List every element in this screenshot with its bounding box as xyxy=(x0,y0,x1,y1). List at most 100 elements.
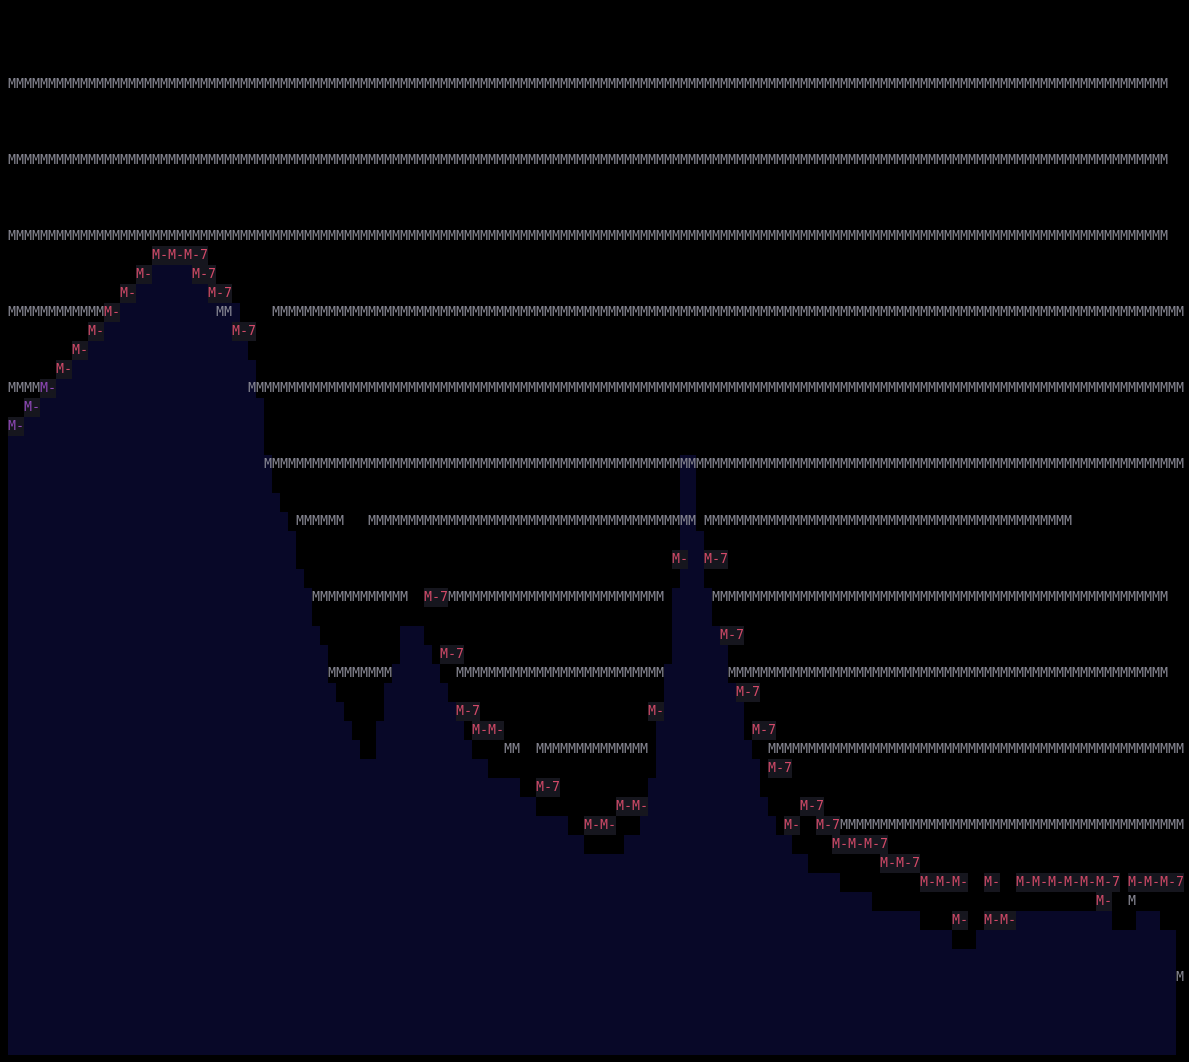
fill-column xyxy=(424,645,432,1055)
glyph-cell: M xyxy=(944,153,952,168)
glyph-cell: M xyxy=(736,514,744,529)
glyph-cell: M xyxy=(456,229,464,244)
glyph-cell: M xyxy=(872,742,880,757)
glyph-cell: M xyxy=(384,457,392,472)
glyph-cell: M xyxy=(368,514,376,529)
glyph-cell: M xyxy=(1096,153,1104,168)
glyph-cell: M xyxy=(144,229,152,244)
glyph-cell: M xyxy=(632,666,640,681)
glyph-cell: M xyxy=(800,381,808,396)
glyph-cell: M xyxy=(264,381,272,396)
glyph-cell: M xyxy=(568,742,576,757)
fill-column xyxy=(688,455,696,1055)
glyph-cell: 7 xyxy=(1176,873,1184,892)
glyph-cell: M xyxy=(832,229,840,244)
glyph-cell: M xyxy=(944,305,952,320)
glyph-cell: M xyxy=(872,666,880,681)
glyph-cell: M xyxy=(984,514,992,529)
fill-column xyxy=(464,740,472,1055)
glyph-cell: M xyxy=(640,77,648,92)
glyph-cell: M xyxy=(504,305,512,320)
glyph-cell: M xyxy=(48,229,56,244)
glyph-cell: M xyxy=(536,229,544,244)
fill-column xyxy=(40,398,48,1055)
glyph-cell: M xyxy=(1136,229,1144,244)
glyph-cell: M xyxy=(880,742,888,757)
glyph-cell: M xyxy=(552,514,560,529)
fill-column xyxy=(536,816,544,1055)
glyph-cell: M xyxy=(664,514,672,529)
glyph-cell: M xyxy=(528,153,536,168)
fill-column xyxy=(664,664,672,1055)
glyph-cell: M xyxy=(8,381,16,396)
glyph-cell: M xyxy=(1064,457,1072,472)
glyph-cell: M xyxy=(304,229,312,244)
glyph-cell: M xyxy=(936,77,944,92)
glyph-cell: M xyxy=(672,77,680,92)
glyph-cell: M xyxy=(264,153,272,168)
glyph-cell: M xyxy=(96,229,104,244)
fill-column xyxy=(584,854,592,1055)
glyph-cell: M xyxy=(376,590,384,605)
fill-column xyxy=(384,683,392,1055)
glyph-cell: M xyxy=(640,305,648,320)
glyph-cell: M xyxy=(960,229,968,244)
glyph-cell: - xyxy=(48,379,56,398)
glyph-cell: M xyxy=(1040,742,1048,757)
glyph-cell: M xyxy=(616,797,624,816)
glyph-cell: M xyxy=(264,457,272,472)
glyph-cell: M xyxy=(1128,590,1136,605)
glyph-cell: M xyxy=(1024,666,1032,681)
glyph-cell: M xyxy=(848,818,856,833)
glyph-cell: M xyxy=(1000,742,1008,757)
glyph-cell: M xyxy=(856,229,864,244)
glyph-cell: M xyxy=(456,666,464,681)
glyph-cell: M xyxy=(984,818,992,833)
glyph-cell: M xyxy=(552,381,560,396)
glyph-cell: M xyxy=(888,77,896,92)
glyph-cell: - xyxy=(192,246,200,265)
glyph-cell: M xyxy=(760,77,768,92)
glyph-cell: M xyxy=(792,457,800,472)
glyph-cell: M xyxy=(1008,77,1016,92)
glyph-cell: M xyxy=(904,742,912,757)
glyph-cell: M xyxy=(560,514,568,529)
glyph-cell: M xyxy=(432,381,440,396)
glyph-cell: M xyxy=(544,666,552,681)
glyph-cell: M xyxy=(712,229,720,244)
glyph-cell: M xyxy=(600,457,608,472)
glyph-cell: - xyxy=(1024,873,1032,892)
glyph-cell: M xyxy=(1136,305,1144,320)
glyph-cell: M xyxy=(408,77,416,92)
glyph-cell: M xyxy=(1016,818,1024,833)
glyph-cell: M xyxy=(1112,590,1120,605)
glyph-cell: M xyxy=(896,854,904,873)
glyph-cell: M xyxy=(1088,305,1096,320)
glyph-cell: M xyxy=(528,229,536,244)
glyph-cell: M xyxy=(152,246,160,265)
glyph-cell: M xyxy=(600,666,608,681)
glyph-cell: M xyxy=(800,590,808,605)
glyph-cell: M xyxy=(920,666,928,681)
glyph-cell: M xyxy=(536,381,544,396)
glyph-cell: M xyxy=(1024,590,1032,605)
glyph-cell: M xyxy=(880,305,888,320)
glyph-cell: M xyxy=(80,77,88,92)
glyph-cell: M xyxy=(856,153,864,168)
glyph-cell: M xyxy=(328,153,336,168)
glyph-cell: M xyxy=(1152,381,1160,396)
glyph-cell: M xyxy=(560,590,568,605)
glyph-cell: M xyxy=(344,666,352,681)
glyph-cell: - xyxy=(64,360,72,379)
glyph-cell: M xyxy=(976,818,984,833)
glyph-cell: M xyxy=(248,77,256,92)
glyph-cell: M xyxy=(376,229,384,244)
glyph-cell: M xyxy=(440,77,448,92)
glyph-cell: M xyxy=(40,229,48,244)
glyph-cell: M xyxy=(904,153,912,168)
fill-column xyxy=(800,854,808,1055)
glyph-cell: M xyxy=(888,818,896,833)
glyph-cell: M xyxy=(576,590,584,605)
glyph-cell: M xyxy=(304,514,312,529)
glyph-cell: M xyxy=(464,153,472,168)
